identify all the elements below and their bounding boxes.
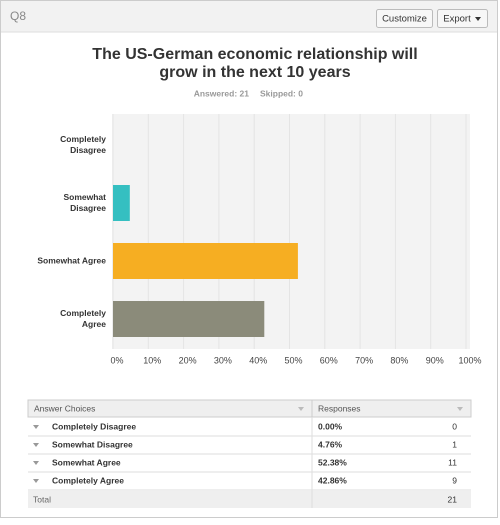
- dropdown-arrow[interactable]: [475, 17, 481, 21]
- x-tick-label: 10%: [143, 355, 161, 365]
- answer-choice: Somewhat Agree: [52, 457, 121, 467]
- response-percent: 52.38%: [318, 457, 347, 467]
- x-tick-label: 50%: [284, 355, 302, 365]
- question-number: Q8: [10, 9, 26, 23]
- response-count: 1: [452, 439, 457, 449]
- answered-count: Answered: 21: [194, 88, 250, 98]
- y-tick-label: Disagree: [70, 145, 106, 155]
- x-tick-label: 100%: [458, 355, 481, 365]
- table-header: [27, 399, 472, 418]
- x-tick-label: 20%: [179, 355, 197, 365]
- expand-arrow: [33, 479, 39, 483]
- x-tick-label: 80%: [390, 355, 408, 365]
- y-tick-label: Completely: [60, 308, 106, 318]
- export-button[interactable]: Export: [437, 9, 488, 28]
- response-percent: 42.86%: [318, 475, 347, 485]
- y-tick-label: Agree: [82, 319, 106, 329]
- button-frame[interactable]: [376, 9, 433, 28]
- x-tick-label: 0%: [110, 355, 123, 365]
- answer-choice: Somewhat Disagree: [52, 439, 133, 449]
- button-frame[interactable]: [437, 9, 488, 28]
- customize-button[interactable]: Customize: [376, 9, 433, 28]
- response-count: 11: [448, 457, 457, 467]
- answer-choice: Completely Disagree: [52, 421, 136, 431]
- y-tick-label: Completely: [60, 134, 106, 144]
- response-percent: 0.00%: [318, 421, 343, 431]
- response-percent: 4.76%: [318, 439, 343, 449]
- column-header: Answer Choices: [34, 403, 95, 413]
- response-count: 9: [452, 475, 457, 485]
- x-tick-label: 90%: [426, 355, 444, 365]
- total-count: 21: [448, 494, 458, 504]
- chart-title: The US-German economic relationship will: [92, 46, 417, 63]
- expand-arrow: [33, 443, 39, 447]
- total-row: [28, 491, 471, 508]
- table: Answer Choices Responses Completely Disagr…: [27, 399, 472, 508]
- y-tick-label: Disagree: [70, 203, 106, 213]
- chart-title: grow in the next 10 years: [159, 64, 350, 81]
- x-tick-label: 70%: [355, 355, 373, 365]
- answer-choice: Completely Agree: [52, 475, 124, 485]
- bar: [113, 243, 298, 279]
- total-label: Total: [33, 494, 51, 504]
- expand-arrow: [33, 461, 39, 465]
- y-tick-label: Somewhat Agree: [37, 255, 106, 265]
- response-count: 0: [452, 421, 457, 431]
- sort-arrow: [457, 407, 463, 411]
- column-header: Responses: [318, 403, 361, 413]
- expand-arrow: [33, 425, 39, 429]
- skipped-count: Skipped: 0: [260, 88, 303, 98]
- bar: [113, 301, 265, 337]
- button-label[interactable]: Export: [443, 14, 471, 25]
- x-tick-label: 30%: [214, 355, 232, 365]
- button-label[interactable]: Customize: [382, 14, 427, 25]
- bar: [113, 185, 130, 221]
- x-tick-label: 40%: [249, 355, 267, 365]
- x-tick-label: 60%: [320, 355, 338, 365]
- y-tick-label: Somewhat: [63, 192, 106, 202]
- sort-arrow: [298, 407, 304, 411]
